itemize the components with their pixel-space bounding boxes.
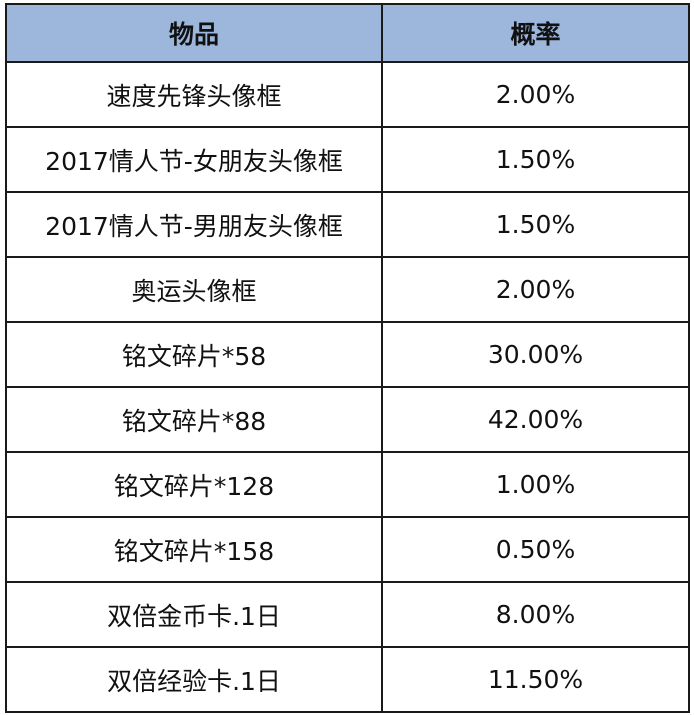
item-cell: 铭文碎片*88	[5, 386, 383, 453]
table-row: 2017情人节-女朋友头像框 1.50%	[5, 126, 690, 193]
table-row: 铭文碎片*128 1.00%	[5, 451, 690, 518]
table-row: 奥运头像框 2.00%	[5, 256, 690, 323]
table-row: 双倍经验卡.1日 11.50%	[5, 646, 690, 713]
probability-cell: 11.50%	[381, 646, 690, 713]
header-row: 物品 概率	[5, 3, 690, 63]
probability-cell: 42.00%	[381, 386, 690, 453]
probability-cell: 1.50%	[381, 191, 690, 258]
header-probability: 概率	[381, 3, 690, 63]
item-cell: 双倍经验卡.1日	[5, 646, 383, 713]
probability-cell: 1.50%	[381, 126, 690, 193]
table-row: 速度先锋头像框 2.00%	[5, 61, 690, 128]
item-cell: 铭文碎片*128	[5, 451, 383, 518]
probability-cell: 2.00%	[381, 61, 690, 128]
probability-cell: 0.50%	[381, 516, 690, 583]
item-cell: 铭文碎片*58	[5, 321, 383, 388]
item-cell: 双倍金币卡.1日	[5, 581, 383, 648]
probability-cell: 30.00%	[381, 321, 690, 388]
table-header: 物品 概率	[5, 3, 690, 63]
header-item: 物品	[5, 3, 383, 63]
table-row: 铭文碎片*88 42.00%	[5, 386, 690, 453]
probability-table: 物品 概率 速度先锋头像框 2.00% 2017情人节-女朋友头像框 1.50%…	[5, 3, 690, 713]
probability-cell: 8.00%	[381, 581, 690, 648]
table-body: 速度先锋头像框 2.00% 2017情人节-女朋友头像框 1.50% 2017情…	[5, 61, 690, 713]
item-cell: 铭文碎片*158	[5, 516, 383, 583]
table-row: 双倍金币卡.1日 8.00%	[5, 581, 690, 648]
table-row: 铭文碎片*58 30.00%	[5, 321, 690, 388]
item-cell: 速度先锋头像框	[5, 61, 383, 128]
item-cell: 2017情人节-女朋友头像框	[5, 126, 383, 193]
probability-cell: 1.00%	[381, 451, 690, 518]
item-cell: 2017情人节-男朋友头像框	[5, 191, 383, 258]
item-cell: 奥运头像框	[5, 256, 383, 323]
probability-cell: 2.00%	[381, 256, 690, 323]
table-row: 2017情人节-男朋友头像框 1.50%	[5, 191, 690, 258]
table-row: 铭文碎片*158 0.50%	[5, 516, 690, 583]
